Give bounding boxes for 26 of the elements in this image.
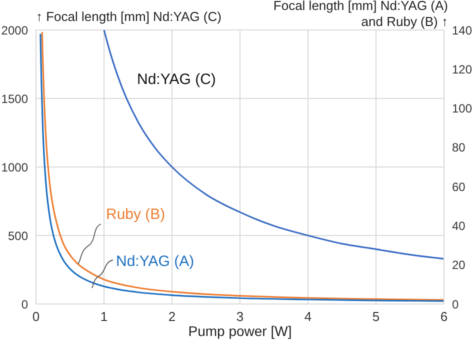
series-label: Nd:YAG (C) xyxy=(137,71,216,88)
y-tick-label: 1500 xyxy=(1,92,28,106)
y-tick-label: 500 xyxy=(8,228,28,243)
x-axis-title: Pump power [W] xyxy=(188,323,292,339)
y2-axis-title: Focal length [mm] Nd:YAG (A) and Ruby (B) ↑ xyxy=(273,0,448,29)
y2-tick-label: 100 xyxy=(452,102,472,116)
x-tick-label: 2 xyxy=(168,309,176,324)
y2-tick-label: 80 xyxy=(452,140,466,155)
x-tick-label: 5 xyxy=(372,309,380,324)
x-tick-label: 6 xyxy=(440,309,448,324)
y-tick-label: 1000 xyxy=(1,160,28,174)
y-tick-label: 0 xyxy=(21,297,28,312)
x-tick-label: 1 xyxy=(100,309,108,324)
series-label: Nd:YAG (A) xyxy=(116,253,194,270)
y2-tick-label: 120 xyxy=(452,62,472,76)
x-tick-label: 0 xyxy=(32,309,40,324)
x-tick-label: 3 xyxy=(236,309,244,324)
y2-tick-label: 0 xyxy=(452,297,459,312)
y-axis-title: ↑ Focal length [mm] Nd:YAG (C) xyxy=(36,9,222,24)
x-tick-label: 4 xyxy=(304,309,312,324)
y-tick-label: 2000 xyxy=(1,23,28,38)
y2-tick-label: 40 xyxy=(452,218,466,233)
text: Ruby (B) xyxy=(106,206,166,223)
y2-tick-label: 20 xyxy=(452,258,466,272)
y2-tick-label: 140 xyxy=(452,23,472,38)
y2-tick-label: 60 xyxy=(452,180,466,194)
